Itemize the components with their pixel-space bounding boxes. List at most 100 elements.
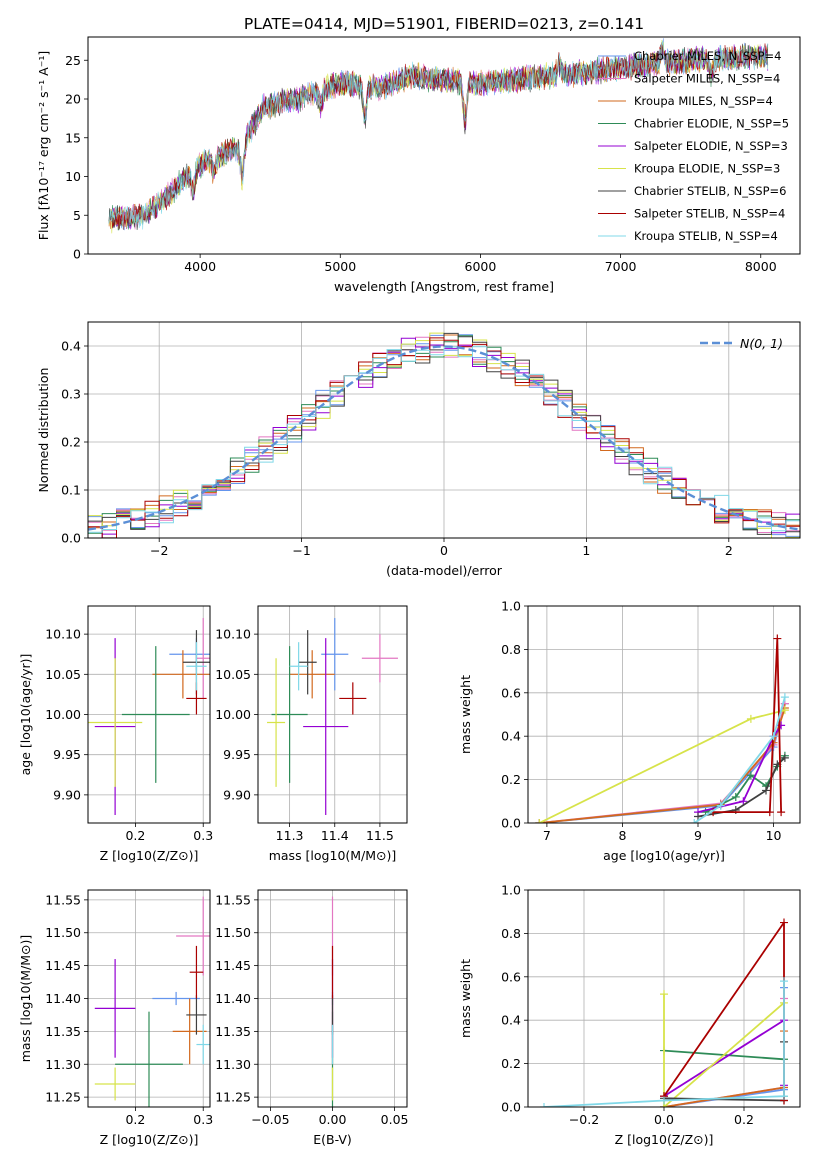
mass-vs-z-panel: 0.2 0.3 11.25 11.30 11.35 11.40 11.45 11.50 11.5… — [18, 889, 213, 1147]
x-tick-label: 0.05 — [381, 1112, 409, 1127]
y-tick-label: 0.3 — [61, 387, 81, 402]
y-axis-label: mass weight — [458, 675, 473, 754]
y-tick-label: 0 — [73, 247, 81, 262]
x-tick-label: 0.0 — [654, 1112, 674, 1127]
axes-frame — [87, 36, 801, 255]
y-tick-label: 0.4 — [501, 1013, 521, 1028]
weight-marker — [694, 812, 702, 821]
y-tick-label: 11.40 — [45, 991, 81, 1006]
weight-series — [543, 981, 785, 1107]
x-tick-label: 11.4 — [321, 828, 349, 843]
x-axis-label: Z [log10(Z/Z⊙)] — [615, 1132, 714, 1147]
y-axis-label: mass weight — [458, 959, 473, 1038]
y-tick-label: 11.25 — [215, 1090, 251, 1105]
y-tick-label: 0.2 — [501, 1056, 521, 1071]
y-tick-label: 11.45 — [215, 958, 251, 973]
y-tick-label: 10.10 — [45, 627, 81, 642]
y-tick-label: 11.50 — [215, 925, 251, 940]
x-tick-label: −1 — [292, 543, 310, 558]
y-tick-label: 25 — [65, 53, 81, 68]
figure-title: PLATE=0414, MJD=51901, FIBERID=0213, z=0… — [244, 15, 644, 33]
weight-marker — [777, 808, 786, 817]
y-tick-label: 0.0 — [61, 531, 81, 546]
spectrum-series — [108, 40, 769, 230]
y-tick-label: 0.2 — [61, 435, 81, 450]
x-tick-label: 8000 — [745, 259, 777, 274]
y-tick-label: 11.30 — [215, 1057, 251, 1072]
weight-marker — [769, 732, 778, 741]
x-tick-label: 8 — [618, 828, 626, 843]
axes-frame — [527, 605, 801, 824]
x-tick-label: 0.2 — [125, 1112, 145, 1127]
weight-series — [663, 994, 785, 1107]
x-tick-label: 6000 — [465, 259, 497, 274]
y-tick-label: 11.35 — [45, 1024, 81, 1039]
weight-marker — [716, 801, 725, 810]
x-tick-label: 1 — [582, 543, 590, 558]
y-tick-label: 0.6 — [501, 969, 521, 984]
x-axis-label: Z [log10(Z/Z⊙)] — [100, 848, 199, 863]
legend-entry: Chabrier STELIB, N_SSP=6 — [634, 184, 786, 198]
legend-entry: Salpeter STELIB, N_SSP=4 — [634, 207, 785, 221]
legend-entry: N(0, 1) — [740, 336, 783, 351]
age-vs-z-panel: 0.2 0.3 9.90 9.95 10.00 10.05 10.10 Z [log10(Z/… — [18, 605, 213, 863]
x-tick-label: 0.2 — [125, 828, 145, 843]
x-tick-label: 0.2 — [734, 1112, 754, 1127]
y-tick-label: 1.0 — [501, 599, 521, 614]
y-axis-label: Normed distribution — [36, 368, 51, 493]
errorbars — [88, 618, 210, 815]
errorbars — [94, 896, 210, 1107]
legend: Chabrier MILES, N_SSP=4 Salpeter MILES, N… — [598, 49, 789, 243]
x-tick-label: 7 — [543, 828, 551, 843]
y-tick-label: 0.0 — [501, 1100, 521, 1115]
y-tick-label: 0.2 — [501, 772, 521, 787]
weight-series — [713, 637, 782, 813]
x-tick-label: 0.00 — [319, 1112, 347, 1127]
weight-vs-z-panel: −0.2 0.0 0.2 0.0 0.2 0.4 0.6 0.8 1.0 Z [log10(Z/Z… — [458, 883, 801, 1147]
weight-marker — [762, 786, 770, 795]
histograms — [88, 332, 800, 538]
x-axis-label: age [log10(age/yr)] — [603, 848, 725, 863]
y-axis-label: Flux [fλ10⁻¹⁷ erg cm⁻² s⁻¹ A⁻¹] — [36, 51, 51, 240]
weight-marker — [765, 808, 774, 817]
y-tick-label: 1.0 — [501, 883, 521, 898]
y-tick-label: 5 — [73, 208, 81, 223]
y-tick-label: 10 — [65, 169, 81, 184]
legend-entry: Kroupa MILES, N_SSP=4 — [634, 94, 773, 108]
y-tick-label: 11.50 — [45, 925, 81, 940]
spectrum-panel: 4000 5000 6000 7000 8000 0 5 10 15 20 25 wavelength… — [36, 36, 801, 294]
weight-marker — [780, 753, 789, 762]
weight-series — [538, 709, 786, 823]
y-tick-label: 15 — [65, 130, 81, 145]
weight-marker — [540, 1103, 548, 1107]
weight-marker — [773, 634, 782, 643]
weight-marker — [731, 792, 740, 801]
weight-marker — [780, 918, 788, 927]
y-tick-label: 0.6 — [501, 685, 521, 700]
x-tick-label: −2 — [150, 543, 168, 558]
x-axis-label: wavelength [Angstrom, rest frame] — [334, 279, 554, 294]
legend-entry: Salpeter MILES, N_SSP=4 — [634, 72, 780, 86]
x-axis-label: E(B-V) — [313, 1132, 352, 1147]
x-tick-label: 2 — [725, 543, 733, 558]
weight-marker — [780, 977, 788, 986]
weight-marker — [780, 706, 789, 715]
weight-marker — [690, 819, 699, 823]
x-axis-label: (data-model)/error — [386, 563, 503, 578]
weight-marker — [535, 819, 544, 823]
y-tick-label: 11.45 — [45, 958, 81, 973]
x-tick-label: 4000 — [184, 259, 216, 274]
weight-marker — [660, 990, 668, 999]
y-tick-label: 0.8 — [501, 642, 521, 657]
x-axis-label: Z [log10(Z/Z⊙)] — [100, 1132, 199, 1147]
x-tick-label: 11.5 — [366, 828, 394, 843]
legend-entry: Kroupa ELODIE, N_SSP=3 — [634, 162, 780, 176]
x-tick-label: 10 — [766, 828, 782, 843]
weight-series — [663, 921, 785, 1101]
y-tick-label: 9.90 — [53, 787, 81, 802]
y-tick-label: 10.05 — [45, 667, 81, 682]
x-tick-label: 0.3 — [193, 1112, 213, 1127]
weight-marker — [780, 693, 789, 702]
y-tick-label: 11.30 — [45, 1057, 81, 1072]
